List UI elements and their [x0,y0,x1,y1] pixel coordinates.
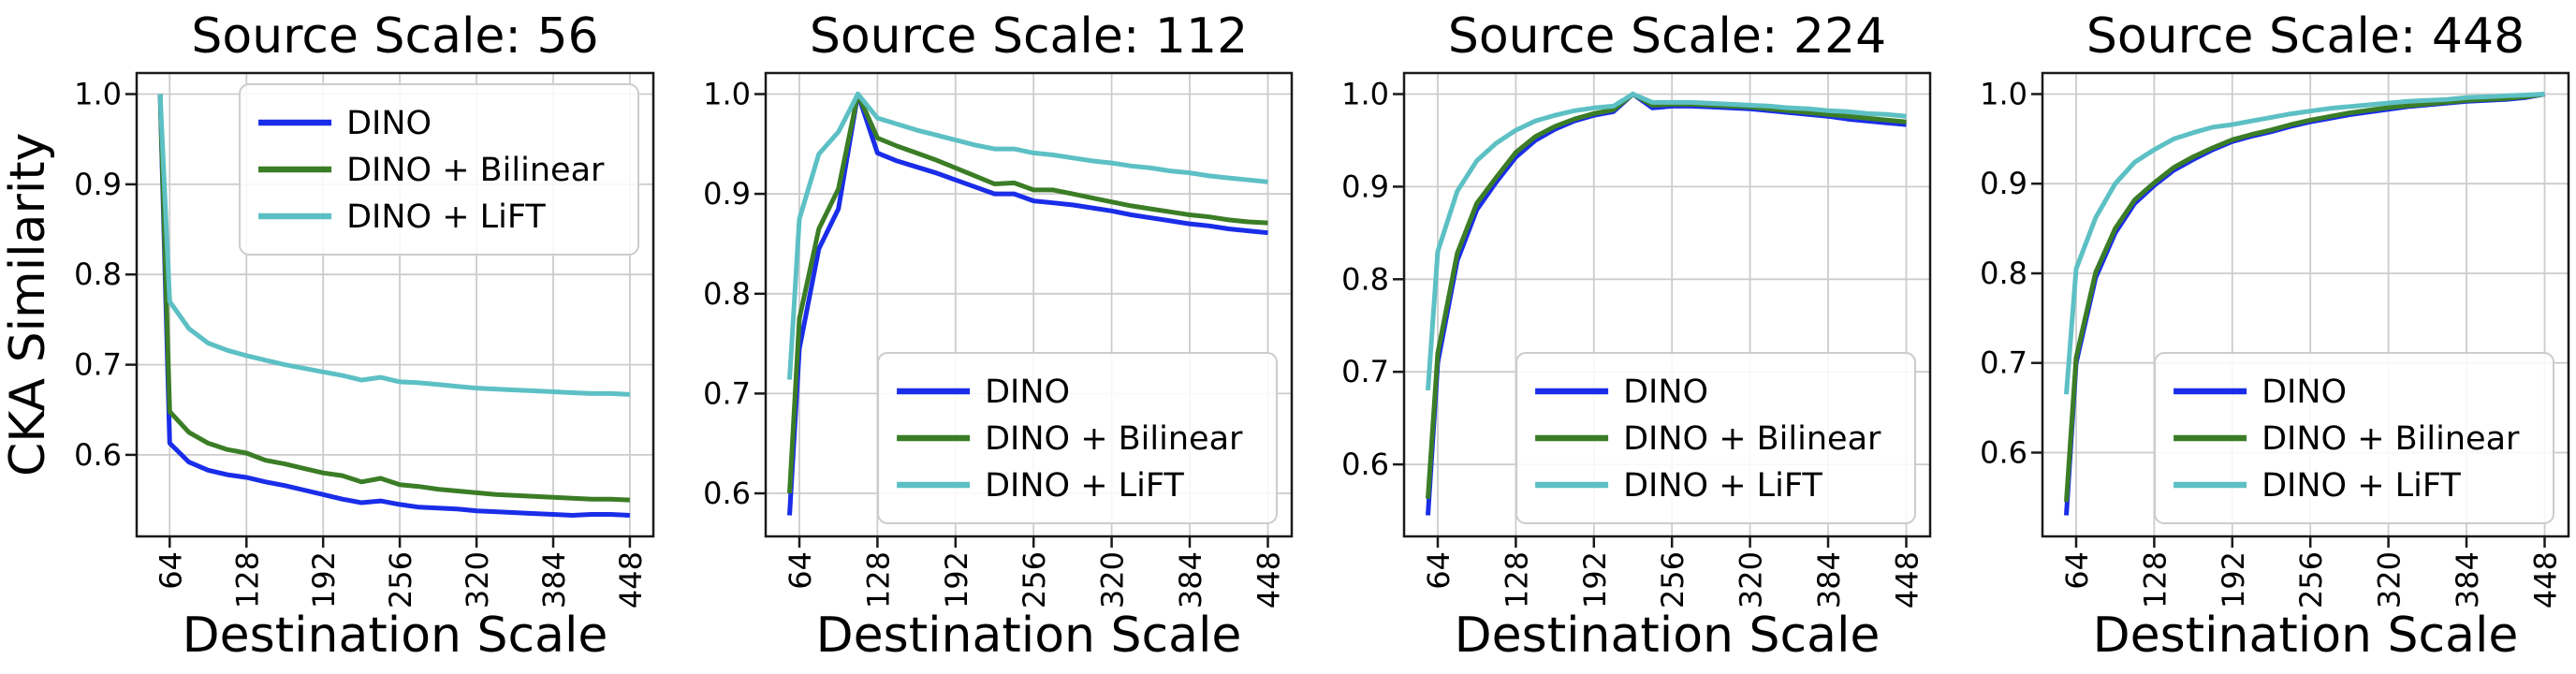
legend-label-dino-bilinear: DINO + Bilinear [346,152,605,189]
subplot-title: Source Scale: 112 [809,8,1249,65]
x-tick-label: 64 [153,551,188,590]
legend-label-dino: DINO [346,105,432,142]
axes-frame [764,71,1294,538]
y-axis-label: CKA Similarity [0,132,56,477]
y-tick-label: 0.9 [74,167,122,202]
subplot-source-224: 0.6 0.7 0.8 0.9 1.0 64 128 192 256 320 384 448 DINO D… [1299,0,1938,674]
y-tick-label: 0.7 [1980,345,2027,381]
y-tick-label: 1.0 [74,77,122,112]
x-tick-label: 256 [2293,551,2329,608]
y-tick-label: 0.8 [1341,261,1389,297]
y-tick-label: 0.7 [74,347,122,383]
x-tick-label: 64 [1421,551,1456,590]
y-tick-label: 0.6 [1980,435,2027,471]
plot-area-source-448: 0.6 0.7 0.8 0.9 1.0 64 128 192 256 320 384 448 DINO D… [1980,71,2570,608]
y-tick-label: 0.9 [1980,166,2027,201]
x-axis-label: Destination Scale [2092,608,2519,664]
x-tick-label: 320 [460,551,495,608]
subplot-title: Source Scale: 224 [1447,8,1887,65]
y-tick-label: 0.6 [703,476,751,511]
x-tick-label: 384 [536,551,572,608]
legend-label-dino: DINO [2261,374,2347,411]
axes-frame [1402,71,1932,538]
x-tick-label: 320 [2372,551,2408,608]
x-tick-label: 256 [383,551,418,608]
subplot-title: Source Scale: 448 [2086,8,2525,65]
y-tick-label: 0.7 [1341,354,1389,389]
legend-label-dino-bilinear: DINO + Bilinear [1623,420,1881,458]
x-tick-label: 384 [1811,551,1847,608]
plot-area-source-56: 0.6 0.7 0.8 0.9 1.0 64 128 192 256 320 384 448 DINO D… [74,71,655,608]
legend-box [1515,352,1916,524]
legend-box [2154,352,2554,524]
x-tick-label: 256 [1655,551,1690,608]
y-tick-label: 1.0 [1341,77,1389,112]
x-tick-label: 192 [1577,551,1613,608]
y-tick-label: 0.6 [74,437,122,473]
axes-frame [2041,71,2570,538]
x-tick-label: 192 [306,551,342,608]
legend-label-dino-bilinear: DINO + Bilinear [985,420,1243,458]
legend-label-dino: DINO [1623,374,1708,411]
x-tick-label: 384 [2450,551,2485,608]
legend-label-dino-lift: DINO + LiFT [346,198,546,236]
legend-box [877,352,1278,524]
y-tick-label: 0.8 [1980,256,2027,291]
subplot-source-448: 0.6 0.7 0.8 0.9 1.0 64 128 192 256 320 384 448 DINO D… [1938,0,2576,674]
plot-area-source-224: 0.6 0.7 0.8 0.9 1.0 64 128 192 256 320 384 448 DINO D… [1341,71,1932,608]
line-dino-bilinear [157,94,631,503]
y-tick-label: 0.7 [703,375,751,411]
subplot-source-112: 0.6 0.7 0.8 0.9 1.0 64 128 192 256 320 384 448 DINO D… [661,0,1299,674]
x-tick-label: 128 [229,551,265,608]
x-tick-label: 128 [1499,551,1534,608]
x-tick-label: 64 [2059,551,2095,590]
line-dino-lift [157,94,631,397]
line-dino-lift [787,92,1268,380]
x-tick-label: 192 [2216,551,2251,608]
y-tick-label: 1.0 [703,77,751,112]
x-axis-label: Destination Scale [1454,608,1881,664]
legend-label-dino: DINO [985,374,1070,411]
y-tick-label: 0.8 [74,256,122,292]
x-tick-label: 320 [1095,551,1131,608]
y-tick-label: 0.6 [1341,447,1389,482]
legend-label-dino-lift: DINO + LiFT [2261,467,2461,505]
line-dino-lift [1426,92,1907,391]
x-axis-label: Destination Scale [182,608,608,664]
legend-label-dino-lift: DINO + LiFT [1623,467,1822,505]
x-tick-label: 448 [1251,551,1287,608]
x-axis-label: Destination Scale [815,608,1242,664]
legend-label-dino-lift: DINO + LiFT [985,467,1184,505]
axes-frame [135,71,655,538]
subplot-source-56: 0.6 0.7 0.8 0.9 1.0 64 128 192 256 320 384 448 DINO D… [0,0,661,674]
x-tick-label: 384 [1173,551,1208,608]
legend-box [239,83,639,256]
line-dino-bilinear [2064,92,2545,503]
line-dino [157,94,631,518]
x-tick-label: 64 [783,551,818,590]
legend-label-dino-bilinear: DINO + Bilinear [2261,420,2520,458]
y-tick-label: 0.9 [703,176,751,212]
x-tick-label: 448 [1890,551,1925,608]
y-tick-label: 0.9 [1341,168,1389,204]
x-tick-label: 448 [2528,551,2564,608]
subplot-title: Source Scale: 56 [191,8,599,65]
x-tick-label: 192 [939,551,974,608]
x-tick-label: 448 [613,551,649,608]
x-tick-label: 128 [860,551,896,608]
x-tick-label: 256 [1017,551,1052,608]
x-tick-label: 320 [1734,551,1769,608]
y-tick-label: 0.8 [703,276,751,312]
plot-area-source-112: 0.6 0.7 0.8 0.9 1.0 64 128 192 256 320 384 448 DINO D… [703,71,1294,608]
y-tick-label: 1.0 [1980,77,2027,112]
x-tick-label: 128 [2137,551,2173,608]
line-dino-lift [2064,92,2545,395]
